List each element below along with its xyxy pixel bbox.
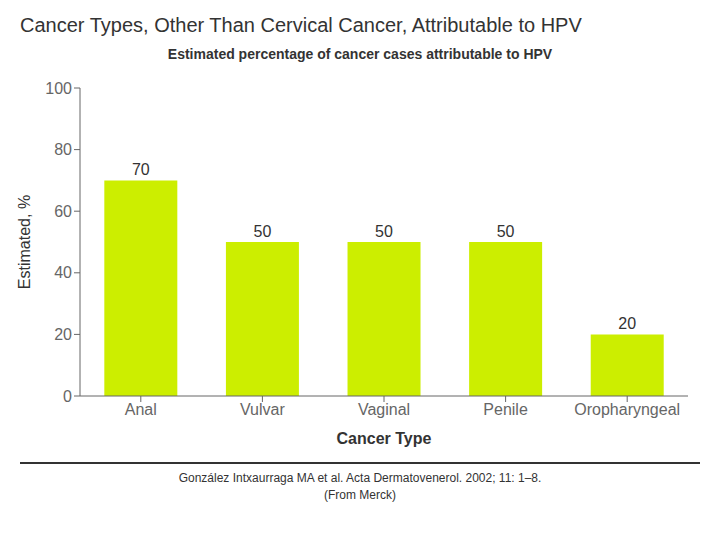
svg-text:20: 20 <box>618 315 636 332</box>
html-text:(From Merck): (From Merck) <box>324 488 396 502</box>
html-text:Cancer Types, Other Than Cervi: Cancer Types, Other Than Cervical Cancer… <box>20 14 582 36</box>
svg-text:Vaginal: Vaginal <box>358 401 410 418</box>
svg-text:0: 0 <box>63 388 72 405</box>
html-text:Estimated percentage of cancer: Estimated percentage of cancer cases att… <box>167 46 553 62</box>
svg-text:40: 40 <box>54 264 72 281</box>
svg-text:60: 60 <box>54 203 72 220</box>
html-text:González Intxaurraga MA et al.: González Intxaurraga MA et al. Acta Derm… <box>178 471 542 485</box>
svg-text:50: 50 <box>254 223 272 240</box>
svg-text:Oropharyngeal: Oropharyngeal <box>574 401 680 418</box>
svg-text:70: 70 <box>132 161 150 178</box>
svg-text:50: 50 <box>375 223 393 240</box>
svg-text:Penile: Penile <box>483 401 528 418</box>
svg-text:100: 100 <box>45 80 72 97</box>
svg-text:Anal: Anal <box>125 401 157 418</box>
svg-text:80: 80 <box>54 141 72 158</box>
svg-text:Vulvar: Vulvar <box>240 401 285 418</box>
svg-text:20: 20 <box>54 326 72 343</box>
svg-text:Cancer Type: Cancer Type <box>337 430 432 447</box>
svg-text:Estimated, %: Estimated, % <box>16 195 33 289</box>
svg-text:50: 50 <box>497 223 515 240</box>
